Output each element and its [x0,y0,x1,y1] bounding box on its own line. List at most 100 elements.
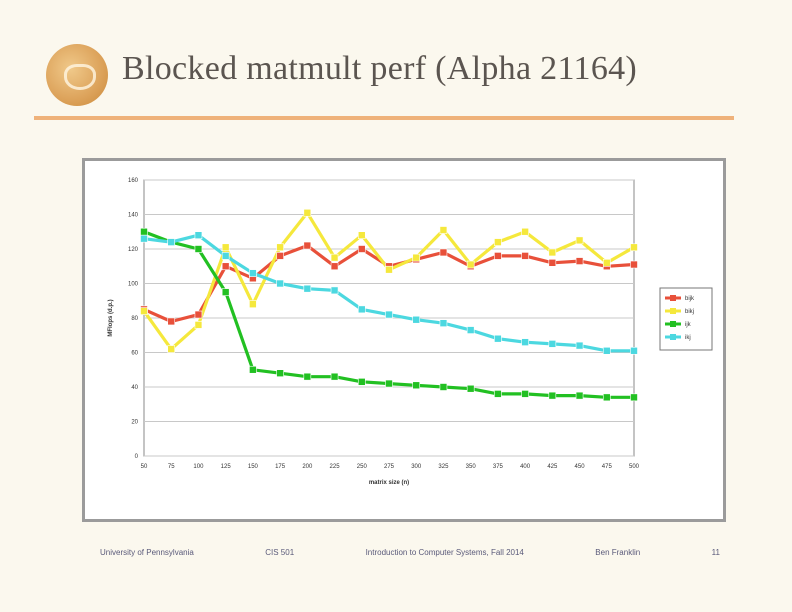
data-point-ikj [221,252,230,260]
data-point-bikj [575,236,584,245]
x-tick-label: 100 [193,464,204,470]
data-point-ijk [140,227,148,236]
y-tick-label: 80 [131,316,138,322]
x-tick-label: 475 [602,464,613,470]
data-point-ikj [575,341,584,350]
data-point-ikj [249,269,257,277]
data-point-ijk [385,379,393,388]
data-point-ijk [548,391,557,400]
data-point-ikj [466,326,475,334]
data-point-bijk [276,252,284,260]
footer-author: Ben Franklin [595,548,641,557]
data-point-bijk [548,259,557,267]
y-tick-label: 40 [131,385,138,391]
x-tick-label: 450 [575,464,586,470]
x-axis-label: matrix size (n) [369,480,409,486]
legend-marker-ijk [670,321,676,327]
data-point-bikj [602,259,611,267]
data-point-bikj [385,265,393,274]
data-point-bikj [466,260,475,269]
data-point-bijk [167,317,176,326]
data-point-bijk [221,262,230,271]
legend-label-bijk: bijk [685,296,695,302]
data-point-ikj [276,279,284,288]
y-tick-label: 20 [131,420,138,426]
x-tick-label: 125 [221,464,232,470]
data-point-ijk [357,378,366,386]
x-tick-label: 275 [384,464,395,470]
footer-lecture: Introduction to Computer Systems, Fall 2… [365,548,524,557]
data-point-ikj [548,340,557,348]
y-tick-label: 60 [131,351,138,357]
data-point-ikj [412,315,421,324]
data-point-bikj [521,227,529,236]
y-tick-label: 140 [128,213,139,219]
data-point-bikj [439,226,448,234]
data-point-ijk [466,384,475,393]
data-point-ijk [494,390,502,398]
x-tick-label: 75 [168,464,175,470]
x-tick-label: 425 [547,464,558,470]
data-point-bikj [330,253,339,262]
slide-footer: University of Pennsylvania CIS 501 Intro… [100,548,720,557]
university-seal-icon [46,44,108,106]
x-tick-label: 175 [275,464,286,470]
data-point-ijk [276,369,284,377]
data-point-bikj [276,243,284,252]
data-point-ikj [630,346,638,355]
y-tick-label: 0 [135,454,139,460]
x-tick-label: 150 [248,464,259,470]
data-point-ijk [330,372,339,381]
x-tick-label: 50 [141,464,148,470]
chart-plot: 0 20 40 60 80 100 120 140 160 50 75 100 125 150 175 200… [108,178,713,486]
data-point-bijk [575,257,584,265]
legend-marker-bijk [670,295,676,301]
y-tick-label: 100 [128,282,139,288]
data-point-bikj [357,231,366,239]
data-point-bikj [140,307,148,315]
data-point-bijk [494,252,502,260]
data-point-ikj [303,284,312,293]
title-divider [34,116,734,120]
x-tick-label: 225 [330,464,341,470]
footer-university: University of Pennsylvania [100,548,194,557]
x-tick-label: 500 [629,464,640,470]
data-point-bijk [521,252,529,260]
data-point-bijk [330,262,339,271]
data-point-bijk [194,310,203,319]
data-point-bikj [194,321,203,329]
data-point-bikj [167,345,176,353]
data-point-bikj [630,243,638,252]
legend-marker-ikj [670,334,676,340]
data-point-ikj [330,286,339,295]
x-tick-label: 400 [520,464,531,470]
legend-label-ijk: ijk [685,322,692,328]
data-point-ijk [194,245,203,253]
data-point-bikj [494,238,502,246]
x-tick-label: 375 [493,464,504,470]
x-tick-label: 325 [438,464,449,470]
data-point-ijk [412,381,421,390]
data-point-bijk [303,241,312,250]
data-point-ikj [385,310,393,319]
data-point-ijk [249,365,257,374]
data-point-ijk [575,391,584,400]
footer-page-number: 11 [711,548,720,557]
data-point-ikj [521,338,529,346]
data-point-ikj [494,334,502,343]
data-point-ijk [602,393,611,402]
y-tick-label: 160 [128,178,139,184]
chart-legend: bijk bikj ijk ikj [659,287,713,351]
legend-label-bikj: bikj [685,309,694,315]
slide-title: Blocked matmult perf (Alpha 21164) [122,50,638,87]
data-point-bijk [630,260,638,269]
footer-course: CIS 501 [265,548,295,557]
x-tick-label: 200 [302,464,313,470]
data-point-bijk [357,245,366,253]
data-point-bikj [303,208,312,217]
data-point-ijk [221,288,230,296]
data-point-bikj [548,248,557,257]
y-tick-label: 120 [128,247,139,253]
data-point-ijk [521,390,529,398]
data-point-ikj [140,234,148,243]
